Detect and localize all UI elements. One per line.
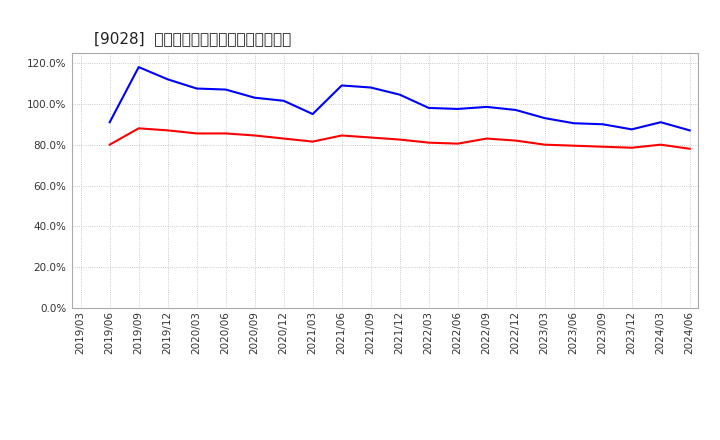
Line: 固定長期適合率: 固定長期適合率: [109, 128, 690, 149]
固定長期適合率: [105, 142, 114, 147]
固定長期適合率: [570, 143, 578, 148]
固定長期適合率: [135, 126, 143, 131]
固定長期適合率: [685, 146, 694, 151]
固定長期適合率: [251, 133, 259, 138]
固定比率: [657, 120, 665, 125]
固定長期適合率: [395, 137, 404, 142]
固定長期適合率: [221, 131, 230, 136]
固定比率: [221, 87, 230, 92]
固定長期適合率: [482, 136, 491, 141]
固定長期適合率: [424, 140, 433, 145]
Line: 固定比率: 固定比率: [109, 67, 690, 130]
固定長期適合率: [338, 133, 346, 138]
固定比率: [685, 128, 694, 133]
固定長期適合率: [454, 141, 462, 146]
固定長期適合率: [657, 142, 665, 147]
固定比率: [570, 121, 578, 126]
固定長期適合率: [308, 139, 317, 144]
固定比率: [454, 106, 462, 112]
固定比率: [627, 127, 636, 132]
固定比率: [338, 83, 346, 88]
固定長期適合率: [541, 142, 549, 147]
固定比率: [424, 105, 433, 110]
固定長期適合率: [366, 135, 375, 140]
固定長期適合率: [598, 144, 607, 149]
固定比率: [541, 115, 549, 121]
固定比率: [135, 64, 143, 70]
固定長期適合率: [279, 136, 288, 141]
固定比率: [511, 107, 520, 113]
固定長期適合率: [627, 145, 636, 150]
固定比率: [192, 86, 201, 91]
固定長期適合率: [192, 131, 201, 136]
固定比率: [279, 98, 288, 103]
固定比率: [598, 121, 607, 127]
固定比率: [395, 92, 404, 97]
固定比率: [366, 85, 375, 90]
固定長期適合率: [163, 128, 172, 133]
固定比率: [251, 95, 259, 100]
固定比率: [163, 77, 172, 82]
固定比率: [482, 104, 491, 110]
固定長期適合率: [511, 138, 520, 143]
固定比率: [308, 111, 317, 117]
Text: [9028]  固定比率、固定長期適合率の推移: [9028] 固定比率、固定長期適合率の推移: [94, 31, 291, 46]
固定比率: [105, 120, 114, 125]
